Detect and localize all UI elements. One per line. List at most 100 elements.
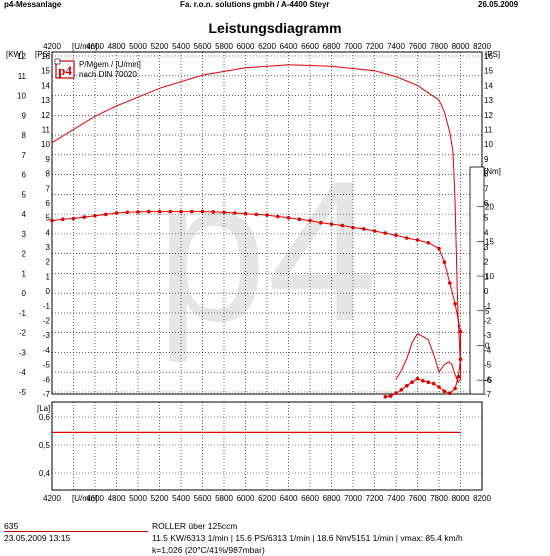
- kw-tick-label: 4: [22, 210, 27, 219]
- x-unit-label: [U/min]: [72, 42, 97, 51]
- footer-date: 23.05.2009 13:15: [4, 533, 71, 543]
- torque-point: [453, 302, 457, 306]
- header-left: p4-Messanlage: [4, 0, 62, 9]
- lambda-x-tick-label: 6600: [301, 494, 319, 503]
- torque-point: [399, 388, 404, 392]
- legend-line-2: nach DIN 70020: [79, 70, 137, 79]
- x-tick-label: 6600: [301, 42, 319, 51]
- ps-tick-label-left: 6: [46, 199, 51, 208]
- lambda-x-tick-label: 7800: [430, 494, 448, 503]
- kw-tick-label: 12: [17, 52, 26, 61]
- ps-tick-label-right: 4: [484, 228, 489, 237]
- torque-point: [405, 383, 409, 388]
- torque-point: [437, 246, 441, 251]
- nm-axis-label: [Nm]: [484, 167, 501, 176]
- lambda-x-tick-label: 7400: [387, 494, 405, 503]
- ps-tick-label-left: -7: [43, 390, 51, 399]
- nm-tick-label: 15: [485, 237, 494, 246]
- torque-point: [190, 209, 194, 214]
- kw-tick-label: 6: [22, 171, 27, 180]
- lambda-x-tick-label: 5600: [194, 494, 212, 503]
- torque-point: [442, 389, 447, 394]
- torque-point: [329, 222, 334, 226]
- ps-tick-label-right: -2: [484, 317, 492, 326]
- kw-tick-label: 10: [17, 92, 26, 101]
- lambda-x-tick-label: 4600: [86, 494, 104, 503]
- ps-tick-label-right: 10: [484, 140, 493, 149]
- kw-tick-label: 8: [22, 131, 27, 140]
- x-tick-label: 5000: [129, 42, 147, 51]
- lambda-x-unit-label: [U/min]: [72, 494, 97, 503]
- ps-tick-label-left: 8: [46, 170, 51, 179]
- kw-tick-label: -2: [19, 329, 27, 338]
- lambda-x-tick-label: 5400: [172, 494, 190, 503]
- kw-tick-label: 5: [22, 190, 27, 199]
- footer-separator: [4, 531, 148, 532]
- lambda-frame: [51, 401, 483, 491]
- lambda-x-tick-label: 7600: [409, 494, 427, 503]
- torque-point: [415, 238, 420, 242]
- kw-tick-label: -5: [19, 388, 27, 397]
- torque-point: [394, 391, 398, 396]
- ps-tick-label-left: -3: [43, 331, 51, 340]
- x-tick-label: 6400: [280, 42, 298, 51]
- torque-point: [254, 212, 259, 217]
- ps-tick-label-right: 8: [484, 170, 489, 179]
- torque-point: [453, 386, 457, 391]
- lambda-x-tick-label: 5200: [151, 494, 169, 503]
- watermark-text: p4: [156, 140, 378, 363]
- logo-p4: p4: [58, 63, 72, 78]
- torque-point: [437, 385, 441, 389]
- kw-axis-label: [KW]: [6, 50, 23, 59]
- torque-point: [276, 214, 280, 219]
- ps-tick-label-right: 7: [484, 184, 489, 193]
- ps-tick-label-right: 13: [484, 96, 493, 105]
- x-tick-label: 7600: [409, 42, 427, 51]
- nm-axis-box: [469, 166, 485, 395]
- header-right: 26.05.2009: [478, 0, 519, 9]
- torque-point: [308, 218, 312, 223]
- ps-tick-label-left: 10: [41, 140, 50, 149]
- torque-point: [233, 211, 237, 215]
- x-tick-label: 5200: [151, 42, 169, 51]
- ps-tick-label-left: 15: [41, 67, 50, 76]
- x-tick-label: 7800: [430, 42, 448, 51]
- ps-tick-label-right: 15: [484, 67, 493, 76]
- ps-tick-label-left: 3: [46, 243, 51, 252]
- lambda-x-tick-label: 5800: [215, 494, 233, 503]
- kw-tick-label: 0: [22, 289, 27, 298]
- torque-point: [426, 241, 431, 245]
- ps-tick-label-left: -6: [43, 375, 51, 384]
- header-center: Fa. r.o.n. solutions gmbh / A-4400 Steyr: [180, 0, 330, 9]
- lambda-x-tick-label: 6400: [280, 494, 298, 503]
- x-tick-label: 5600: [194, 42, 212, 51]
- ps-tick-label-right: 14: [484, 81, 493, 90]
- ps-tick-label-right: -1: [484, 302, 492, 311]
- lambda-x-tick-label: 4200: [43, 494, 61, 503]
- torque-point: [61, 217, 65, 221]
- torque-point: [211, 210, 216, 214]
- kw-tick-label: 2: [22, 250, 27, 259]
- lambda-x-tick-label: 4800: [108, 494, 126, 503]
- nm-tick-label: -5: [485, 376, 493, 385]
- kw-tick-label: 3: [22, 230, 27, 239]
- ps-tick-label-left: 2: [46, 258, 51, 267]
- ps-tick-label-right: 16: [484, 52, 493, 61]
- torque-point: [136, 210, 140, 214]
- lambda-tick-label: 0,6: [39, 413, 51, 422]
- nm-tick-label: 5: [485, 307, 490, 316]
- torque-point: [297, 217, 302, 221]
- ps-tick-label-right: 2: [484, 258, 489, 267]
- torque-point: [71, 216, 76, 221]
- ps-tick-label-left: 13: [41, 96, 50, 105]
- lambda-x-tick-label: 5000: [129, 494, 147, 503]
- ps-tick-label-right: -6: [484, 375, 492, 384]
- x-tick-label: 4600: [86, 42, 104, 51]
- ps-tick-label-right: -5: [484, 361, 492, 370]
- torque-point: [179, 209, 183, 214]
- ps-tick-label-left: 7: [46, 184, 51, 193]
- legend-marker: [54, 58, 61, 65]
- kw-tick-label: -4: [19, 368, 27, 377]
- x-tick-label: 8000: [452, 42, 470, 51]
- lambda-tick-label: 0,5: [39, 441, 51, 450]
